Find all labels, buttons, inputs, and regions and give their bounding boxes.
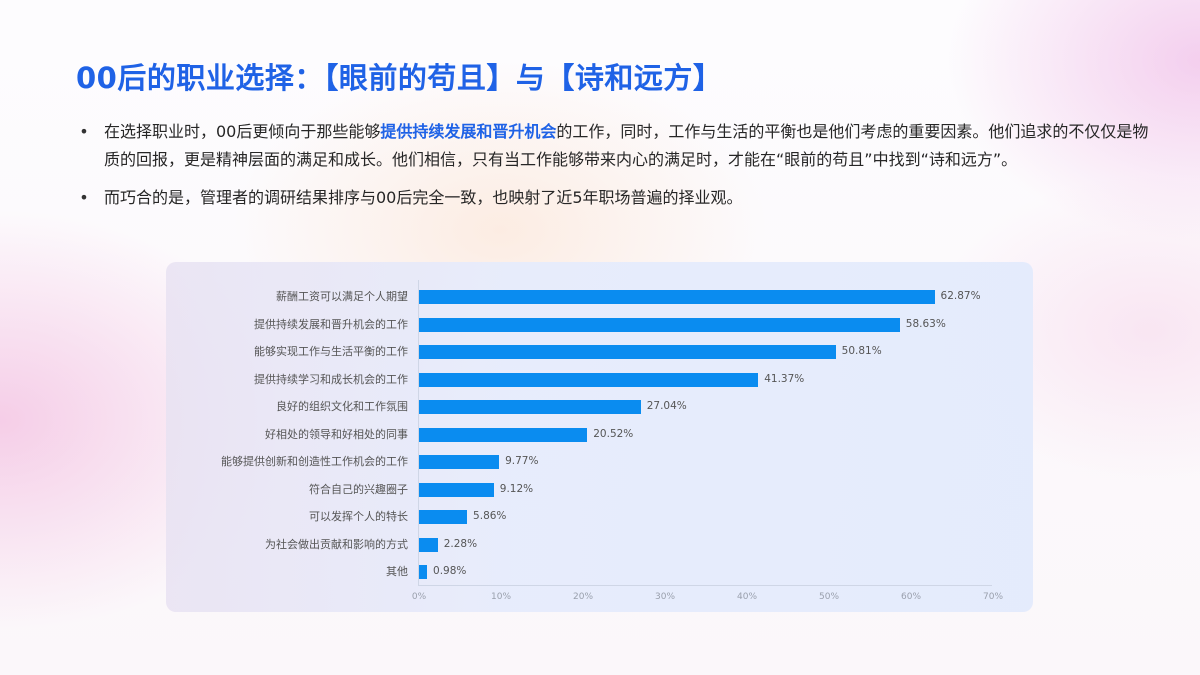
bullet-text-after: 的工作，同时，工作与生活的平衡也是他们考虑的重要因素。他们追求的不仅仅是物质的回… bbox=[104, 122, 1149, 169]
bar bbox=[419, 455, 500, 469]
bar bbox=[419, 372, 759, 387]
chart-bar-row: 能够实现工作与生活平衡的工作 50.81% bbox=[254, 338, 992, 365]
bar bbox=[419, 290, 935, 304]
category-label: 薪酬工资可以满足个人期望 bbox=[276, 290, 408, 303]
category-label: 可以发挥个人的特长 bbox=[309, 510, 408, 523]
bullet-highlight: 提供持续发展和晋升机会 bbox=[380, 122, 557, 141]
value-label: 62.87% bbox=[940, 290, 981, 302]
bullet-text: 而巧合的是，管理者的调研结果排序与00后完全一致，也映射了近5年职场普遍的择业观… bbox=[104, 188, 743, 207]
category-label: 为社会做出贡献和影响的方式 bbox=[265, 537, 408, 551]
bar bbox=[419, 510, 468, 524]
bullet-dot-icon: • bbox=[79, 122, 89, 141]
x-axis-tick-label: 60% bbox=[900, 592, 922, 602]
x-axis-tick-label: 20% bbox=[572, 592, 594, 602]
bullet-item-2: • 而巧合的是，管理者的调研结果排序与00后完全一致，也映射了近5年职场普遍的择… bbox=[74, 184, 1154, 212]
category-label: 良好的组织文化和工作氛围 bbox=[276, 400, 408, 413]
bullet-dot-icon: • bbox=[79, 188, 89, 207]
value-label: 27.04% bbox=[646, 400, 687, 412]
chart-bar-row: 薪酬工资可以满足个人期望 62.87% bbox=[276, 283, 992, 310]
bar bbox=[419, 537, 438, 552]
x-axis-tick-label: 30% bbox=[654, 592, 676, 602]
value-label: 50.81% bbox=[841, 345, 882, 357]
chart-bar-row: 提供持续学习和成长机会的工作 41.37% bbox=[254, 366, 992, 393]
bullet-item-1: • 在选择职业时，00后更倾向于那些能够提供持续发展和晋升机会的工作，同时，工作… bbox=[74, 118, 1154, 174]
bar bbox=[419, 317, 900, 332]
category-label: 提供持续学习和成长机会的工作 bbox=[254, 372, 408, 386]
x-axis-tick-label: 40% bbox=[736, 592, 758, 602]
value-label: 41.37% bbox=[764, 372, 805, 385]
category-label: 好相处的领导和好相处的同事 bbox=[265, 427, 408, 441]
bar bbox=[419, 427, 588, 442]
category-label: 能够实现工作与生活平衡的工作 bbox=[254, 345, 408, 358]
bullet-list: • 在选择职业时，00后更倾向于那些能够提供持续发展和晋升机会的工作，同时，工作… bbox=[74, 118, 1154, 212]
chart-card: 薪酬工资可以满足个人期望 62.87% 提供持续发展和晋升机会的工作 58.63% 能够… bbox=[166, 262, 1033, 612]
bar bbox=[419, 565, 428, 579]
chart-bar-row: 良好的组织文化和工作氛围 27.04% bbox=[276, 393, 992, 420]
chart-bar-row: 符合自己的兴趣圈子 9.12% bbox=[309, 476, 992, 503]
x-axis-tick-label: 10% bbox=[490, 592, 512, 602]
bar bbox=[419, 482, 494, 497]
chart-bar-row: 为社会做出贡献和影响的方式 2.28% bbox=[265, 531, 992, 558]
value-label: 0.98% bbox=[433, 565, 467, 577]
bar bbox=[419, 345, 836, 359]
value-label: 20.52% bbox=[593, 427, 634, 440]
chart-bar-row: 其他 0.98% bbox=[386, 558, 992, 585]
value-label: 58.63% bbox=[905, 317, 946, 330]
category-label: 符合自己的兴趣圈子 bbox=[309, 482, 408, 496]
bar-chart-plot-area: 薪酬工资可以满足个人期望 62.87% 提供持续发展和晋升机会的工作 58.63% 能够… bbox=[221, 280, 1003, 602]
value-label: 9.77% bbox=[505, 455, 539, 467]
x-axis-tick-label: 0% bbox=[411, 592, 427, 602]
category-label: 提供持续发展和晋升机会的工作 bbox=[254, 317, 408, 331]
value-label: 2.28% bbox=[443, 537, 478, 550]
category-label: 能够提供创新和创造性工作机会的工作 bbox=[221, 455, 408, 468]
chart-bar-row: 好相处的领导和好相处的同事 20.52% bbox=[265, 421, 992, 448]
chart-bar-row: 可以发挥个人的特长 5.86% bbox=[309, 503, 992, 530]
x-axis-tick-label: 70% bbox=[982, 592, 1004, 602]
x-axis-tick-label: 50% bbox=[818, 592, 840, 602]
chart-bar-row: 能够提供创新和创造性工作机会的工作 9.77% bbox=[221, 448, 992, 475]
value-label: 9.12% bbox=[499, 482, 534, 495]
bar bbox=[419, 400, 641, 414]
value-label: 5.86% bbox=[473, 510, 507, 522]
bullet-text-before: 在选择职业时，00后更倾向于那些能够 bbox=[104, 122, 381, 141]
category-label: 其他 bbox=[386, 565, 408, 578]
slide-title: 00后的职业选择：【眼前的苟且】与【诗和远方】 bbox=[76, 61, 723, 95]
chart-bar-row: 提供持续发展和晋升机会的工作 58.63% bbox=[254, 311, 992, 338]
